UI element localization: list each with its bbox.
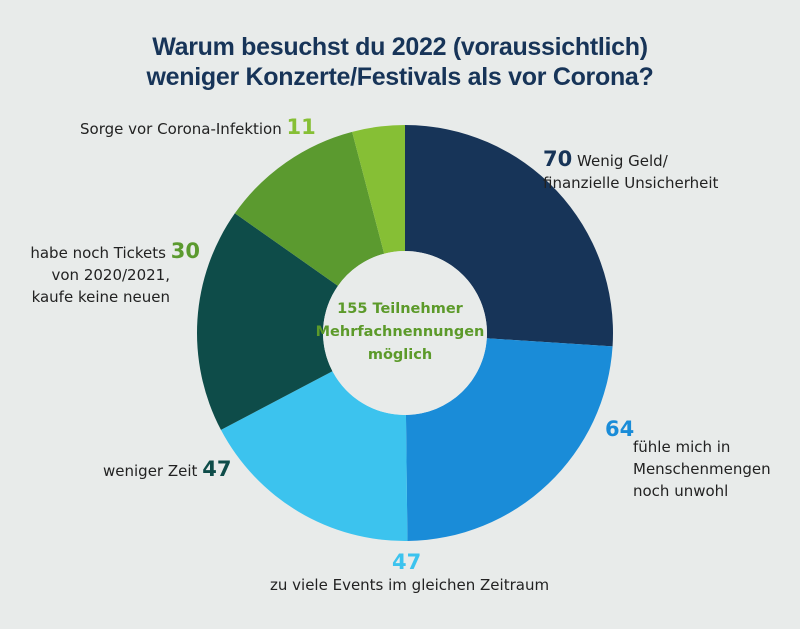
text-wenig-geld-1: Wenig Geld/ xyxy=(577,152,668,170)
label-events: zu viele Events im gleichen Zeitraum xyxy=(270,574,549,596)
slice-tickets xyxy=(234,131,385,286)
value-menschenmengen-box: 64 xyxy=(605,418,634,442)
text-wenig-geld-2: finanzielle Unsicherheit xyxy=(543,174,719,192)
text-menschenmengen-2: Menschenmengen xyxy=(633,460,771,478)
donut-hole xyxy=(323,251,487,415)
label-menschenmengen: fühle mich in Menschenmengen noch unwohl xyxy=(633,436,771,502)
center-possible: möglich xyxy=(367,347,433,363)
text-tickets-1: habe noch Tickets xyxy=(30,244,166,262)
chart-title-line2: weniger Konzerte/Festivals als vor Coron… xyxy=(146,63,654,91)
label-weniger-zeit: weniger Zeit 47 xyxy=(103,458,231,482)
slice-wenig-geld xyxy=(405,125,613,347)
value-menschenmengen: 64 xyxy=(605,417,635,441)
text-tickets-2: von 2020/2021, xyxy=(51,266,171,284)
label-wenig-geld: 70 Wenig Geld/ finanzielle Unsicherheit xyxy=(543,148,718,194)
center-participants: 155 Teilnehmer xyxy=(337,301,463,317)
slice-menschenmengen xyxy=(405,338,613,541)
text-menschenmengen-1: fühle mich in xyxy=(633,438,731,456)
text-menschenmengen-3: noch unwohl xyxy=(633,482,729,500)
center-multi-answers: Mehrfachnennungen xyxy=(315,324,485,340)
value-wenig-geld: 70 xyxy=(543,147,573,171)
label-corona: Sorge vor Corona-Infektion 11 xyxy=(80,116,316,140)
text-weniger-zeit: weniger Zeit xyxy=(103,462,198,480)
slice-corona xyxy=(352,125,405,254)
text-tickets-3: kaufe keine neuen xyxy=(31,288,170,306)
text-events: zu viele Events im gleichen Zeitraum xyxy=(270,576,550,594)
value-weniger-zeit: 47 xyxy=(202,457,232,481)
value-events-box: 47 xyxy=(392,551,421,575)
value-tickets: 30 xyxy=(170,239,200,263)
slice-weniger-zeit xyxy=(196,213,338,430)
text-corona: Sorge vor Corona-Infektion xyxy=(80,120,282,138)
slice-zu-viele-events xyxy=(220,371,408,541)
value-corona: 11 xyxy=(286,115,316,139)
label-tickets: habe noch Tickets 30 von 2020/2021, kauf… xyxy=(30,240,200,308)
center-label: 155 Teilnehmer Mehrfachnennungen möglich xyxy=(300,298,500,367)
chart-title-line1: Warum besuchst du 2022 (voraussichtlich) xyxy=(152,33,648,61)
value-events: 47 xyxy=(392,550,422,574)
